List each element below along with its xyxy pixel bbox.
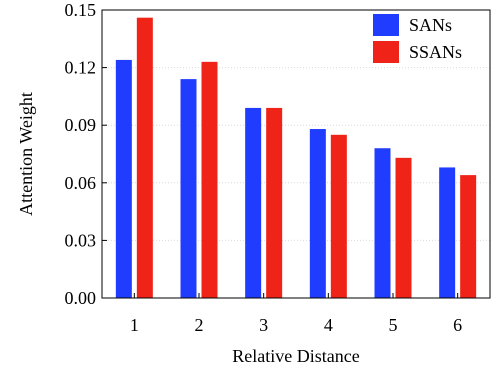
bar-ssans-5 xyxy=(395,157,412,298)
y-tick-label: 0.00 xyxy=(65,288,97,308)
bar-sans-6 xyxy=(439,167,456,298)
bar-ssans-1 xyxy=(136,17,153,299)
bar-sans-4 xyxy=(309,129,326,298)
x-axis-label: Relative Distance xyxy=(232,346,359,366)
y-tick-label: 0.03 xyxy=(65,230,97,250)
legend-swatch-ssans xyxy=(373,41,399,63)
bar-ssans-2 xyxy=(201,61,218,299)
y-tick-label: 0.15 xyxy=(65,0,97,20)
bar-ssans-4 xyxy=(330,134,347,298)
y-tick-label: 0.12 xyxy=(65,58,97,78)
x-axis-ticks: 1 2 3 4 5 6 xyxy=(130,293,462,335)
legend-label-sans: SANs xyxy=(409,15,452,35)
x-tick-label: 1 xyxy=(130,315,139,335)
y-tick-label: 0.09 xyxy=(65,115,97,135)
y-axis-ticks: 0.00 0.03 0.06 0.09 0.12 0.15 xyxy=(65,0,107,308)
gridlines xyxy=(102,67,490,241)
x-tick-label: 6 xyxy=(453,315,462,335)
legend-label-ssans: SSANs xyxy=(409,42,462,62)
legend-swatch-sans xyxy=(373,14,399,36)
bar-sans-1 xyxy=(115,59,132,298)
bar-sans-2 xyxy=(180,79,197,299)
x-tick-label: 4 xyxy=(324,315,333,335)
bar-sans-3 xyxy=(245,107,262,298)
bar-ssans-6 xyxy=(460,175,477,298)
bars xyxy=(115,17,477,299)
x-tick-label: 5 xyxy=(389,315,398,335)
x-tick-label: 2 xyxy=(195,315,204,335)
bar-sans-5 xyxy=(374,148,391,298)
bar-ssans-3 xyxy=(266,107,283,298)
y-tick-label: 0.06 xyxy=(65,173,97,193)
y-axis-label: Attention Weight xyxy=(16,92,36,216)
x-tick-label: 3 xyxy=(259,315,268,335)
legend: SANs SSANs xyxy=(373,14,462,63)
plot-frame xyxy=(101,9,491,299)
